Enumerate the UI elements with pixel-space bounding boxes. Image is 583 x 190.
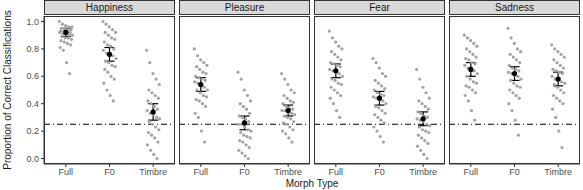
svg-text:F0: F0 [374,167,385,177]
html-text:Sadness: Sadness [495,2,534,13]
svg-text:Full: Full [194,167,209,177]
html-text:Proportion of Correct Classifi: Proportion of Correct Classifications [2,10,13,170]
html-text:Pleasure: Pleasure [224,2,265,13]
svg-text:1.0: 1.0 [26,17,39,27]
svg-text:Timbre: Timbre [274,167,302,177]
html-text:Happiness: Happiness [85,2,134,13]
svg-text:0.6: 0.6 [26,71,39,81]
svg-text:Full: Full [329,167,344,177]
html-text:Fear: Fear [369,2,390,13]
svg-text:0.2: 0.2 [26,126,39,136]
svg-text:0.8: 0.8 [26,44,39,54]
svg-text:Full: Full [59,167,74,177]
svg-text:Timbre: Timbre [409,167,437,177]
svg-text:0.0: 0.0 [26,154,39,164]
svg-text:F0: F0 [104,167,115,177]
html-text:Morph Type: Morph Type [285,178,339,189]
svg-text:F0: F0 [239,167,250,177]
svg-text:F0: F0 [509,167,520,177]
svg-text:Timbre: Timbre [544,167,572,177]
svg-text:Full: Full [464,167,479,177]
svg-text:0.4: 0.4 [26,99,39,109]
svg-text:Timbre: Timbre [139,167,167,177]
